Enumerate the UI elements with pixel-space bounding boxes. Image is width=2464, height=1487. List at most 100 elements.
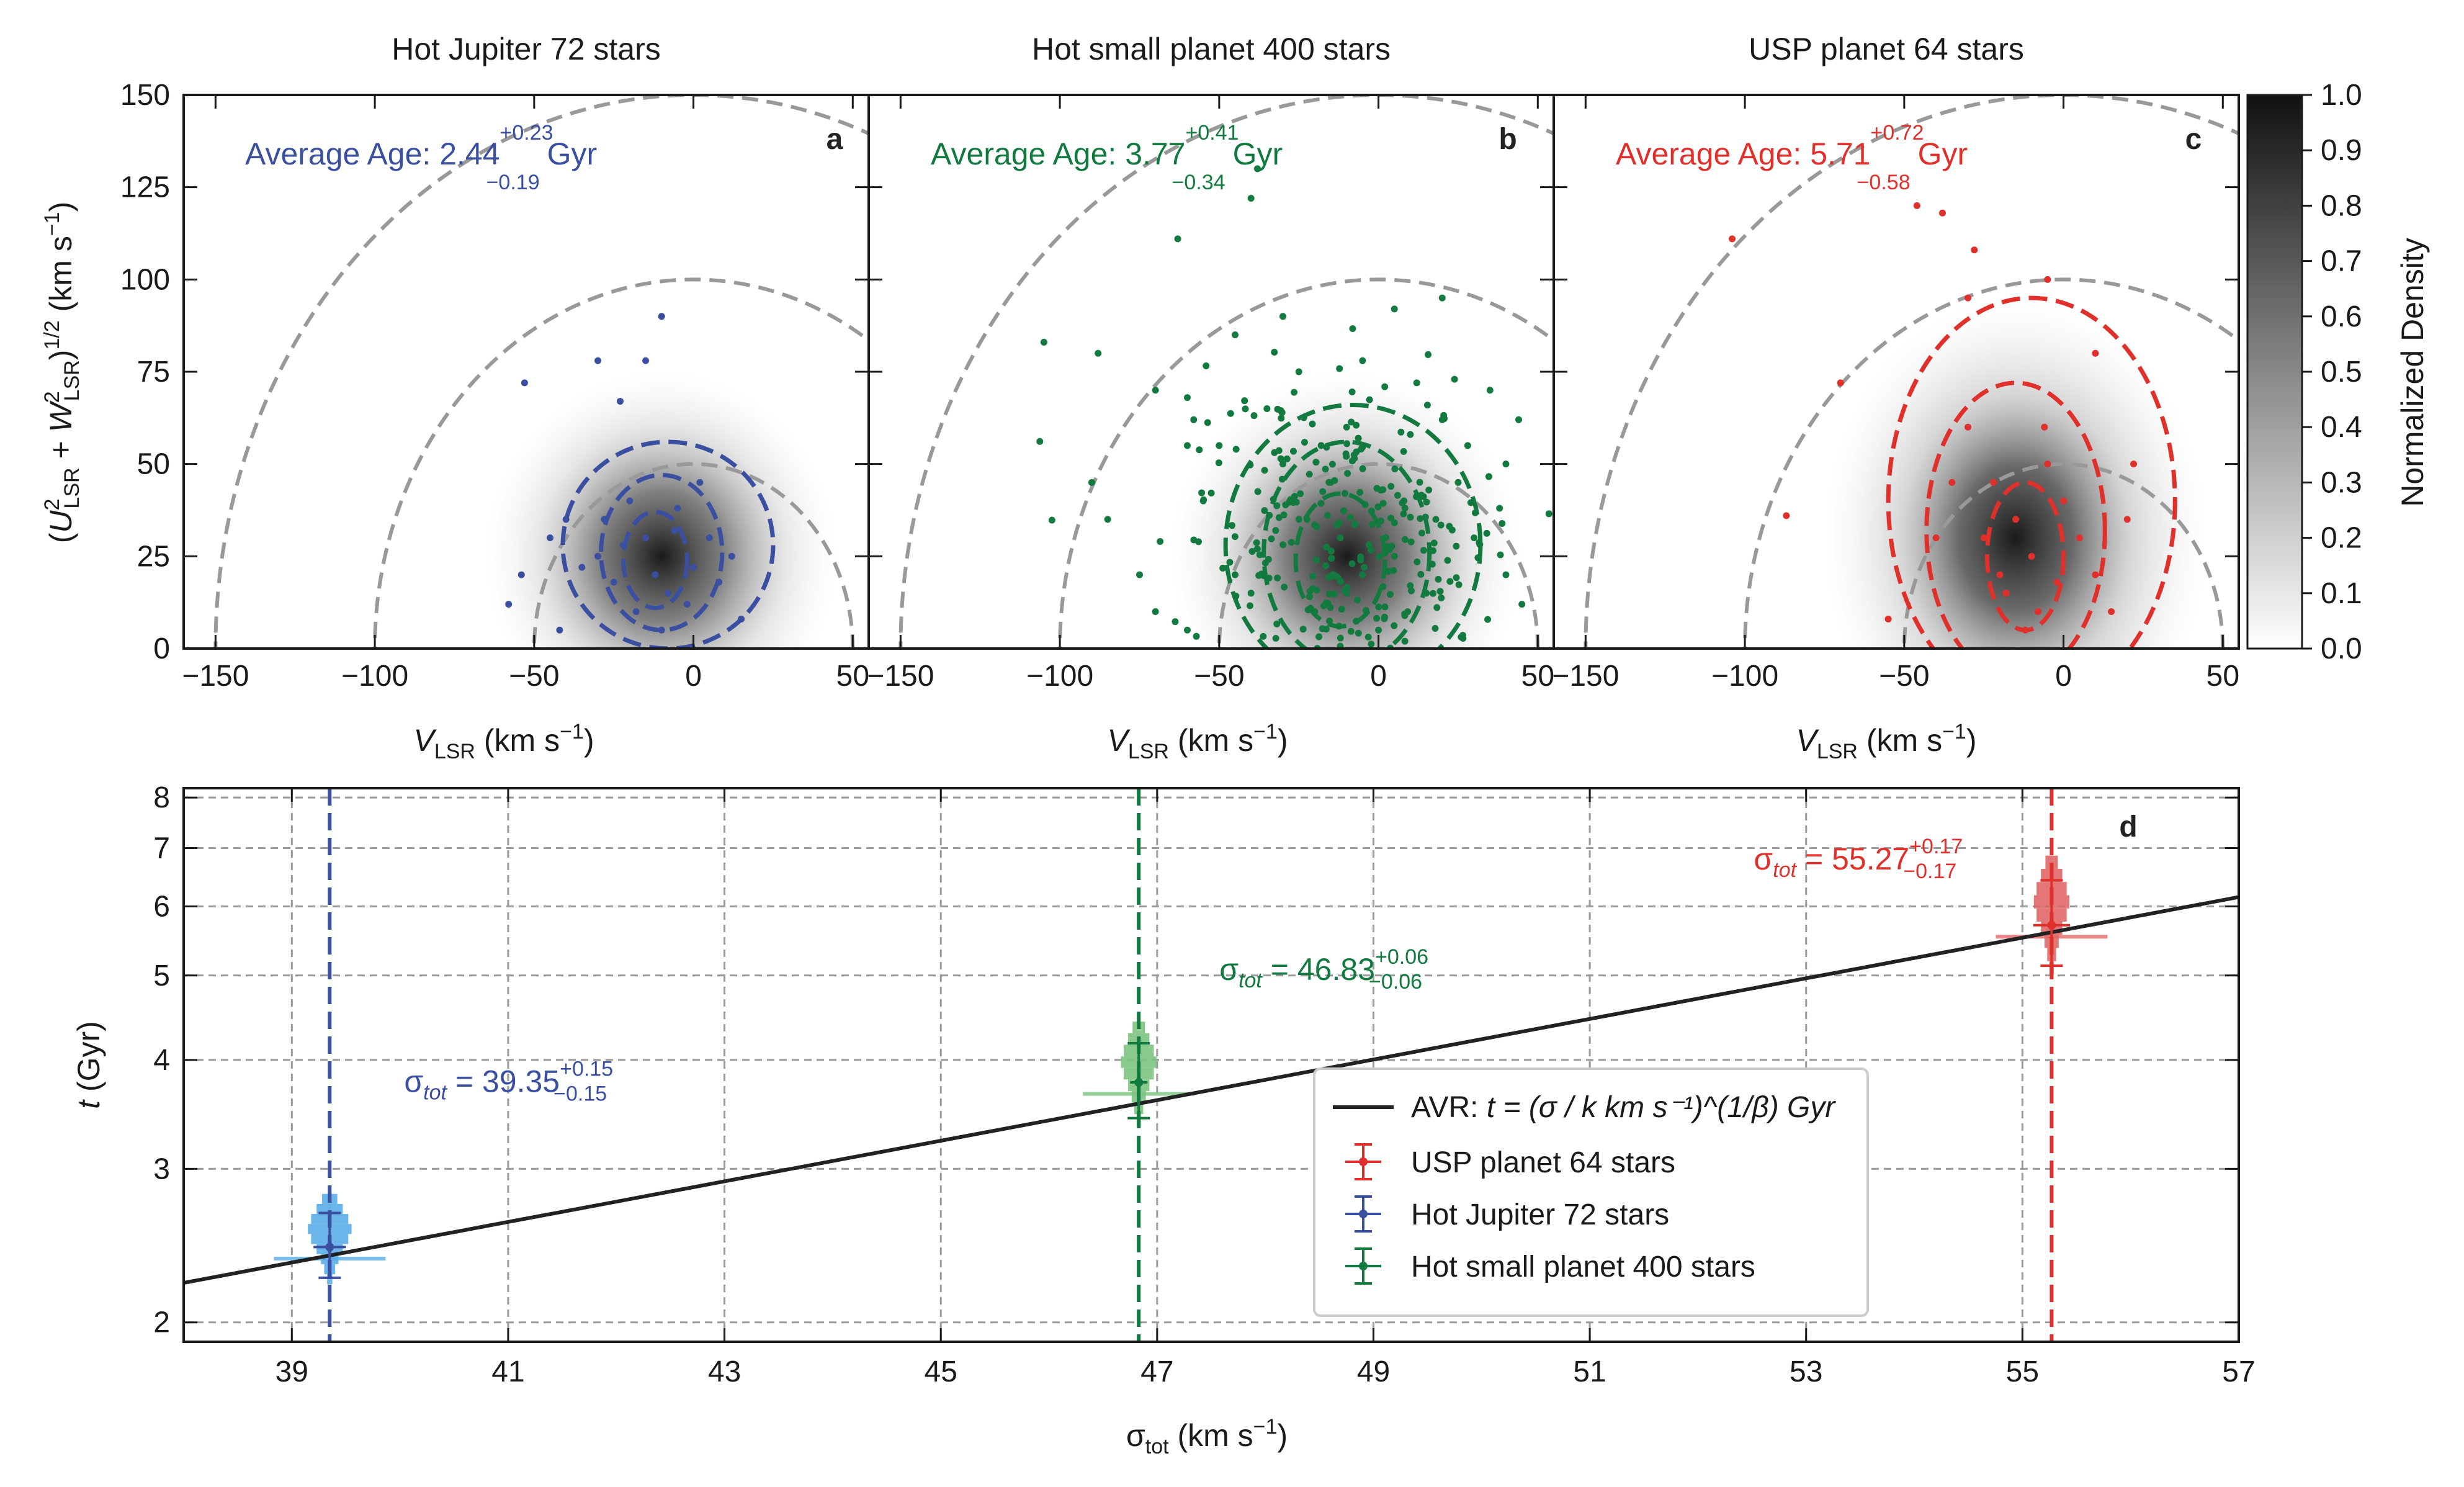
data-point — [1322, 465, 1329, 473]
data-point — [1401, 637, 1409, 645]
data-point — [1368, 521, 1376, 528]
data-point — [1437, 521, 1445, 529]
data-point — [1095, 349, 1102, 357]
density-blob — [486, 372, 837, 649]
data-point — [1381, 383, 1389, 390]
x-tick-label: 53 — [1790, 1355, 1822, 1388]
colorbar-tick-label: 0.3 — [2321, 466, 2362, 499]
data-point — [1152, 387, 1159, 394]
data-point — [1299, 626, 1307, 633]
data-point — [2035, 608, 2042, 616]
data-point — [1418, 529, 1426, 537]
x-tick-label: 50 — [2206, 660, 2239, 693]
data-point — [1486, 387, 1494, 394]
panel-c-xlabel: VLSR (km s−1) — [1796, 720, 1976, 763]
data-point — [1433, 604, 1441, 611]
data-point — [1281, 583, 1288, 591]
data-point — [1256, 551, 1263, 559]
sigma-subscript: tot — [423, 1080, 447, 1104]
y-tick-label: 4 — [153, 1044, 170, 1077]
y-tick-label: 6 — [153, 891, 170, 923]
x-tick-label: 57 — [2222, 1355, 2255, 1388]
panel-c-age-annotation: Average Age: 5.71+0.72 −0.58 Gyr — [1616, 121, 1968, 194]
x-tick-label: −50 — [509, 660, 559, 693]
data-point — [1172, 618, 1179, 626]
data-point — [1325, 590, 1333, 598]
data-point — [521, 379, 528, 387]
age-minus: −0.58 — [1857, 171, 1911, 194]
age-prefix: Average Age: — [245, 137, 439, 171]
sigma-minus: −0.15 — [553, 1082, 607, 1105]
colorbar-label: Normalized Density — [2395, 238, 2430, 506]
data-point — [1254, 488, 1261, 495]
panel-c-layer — [1584, 95, 2239, 649]
sigma-equals: = 46.83 — [1262, 952, 1375, 987]
x-tick-label: −100 — [1711, 660, 1778, 693]
data-point — [1343, 584, 1351, 591]
data-point — [2044, 460, 2051, 468]
data-point — [1196, 446, 1203, 454]
data-point — [1446, 578, 1454, 585]
panel-c-label: c — [2185, 123, 2202, 156]
data-point — [2002, 590, 2010, 597]
data-point — [1048, 516, 1055, 524]
y-tick-label: 150 — [120, 79, 170, 112]
reference-circle — [1743, 277, 2239, 649]
density-blob — [1824, 298, 2207, 649]
data-point — [1425, 351, 1432, 358]
data-point — [1394, 492, 1401, 499]
colorbar-tick-label: 0.1 — [2321, 577, 2362, 610]
data-point — [1289, 499, 1297, 506]
data-point — [1365, 541, 1373, 549]
x-tick-label: 43 — [708, 1355, 741, 1388]
data-point — [1322, 562, 1330, 570]
data-point — [1348, 389, 1356, 396]
data-point — [1391, 552, 1398, 560]
data-point — [1451, 375, 1458, 383]
colorbar-tick-label: 0.4 — [2321, 411, 2362, 444]
data-point — [517, 571, 525, 578]
data-point — [1454, 478, 1462, 486]
data-point — [1417, 571, 1425, 578]
data-point — [1432, 516, 1440, 523]
data-point — [1261, 507, 1268, 514]
data-point — [1229, 522, 1236, 529]
data-point — [1136, 571, 1143, 578]
data-point — [1324, 512, 1331, 519]
data-point — [1322, 600, 1330, 607]
data-point — [1306, 593, 1313, 601]
data-point — [1351, 520, 1359, 528]
data-point — [1248, 548, 1256, 555]
panel-d-xlabel: σtot (km s−1) — [1126, 1415, 1288, 1458]
age-value: 3.77 — [1125, 137, 1185, 171]
age-prefix: Average Age: — [931, 137, 1125, 171]
data-point — [1328, 555, 1335, 562]
data-point — [1253, 165, 1261, 173]
data-point — [1401, 536, 1409, 543]
data-point — [1253, 546, 1261, 553]
panel-a-age-annotation: Average Age: 2.44+0.23 −0.19 Gyr — [245, 121, 597, 194]
sigma-symbol: σ — [404, 1064, 423, 1098]
x-tick-label: 0 — [2055, 660, 2072, 693]
data-point — [1295, 368, 1302, 375]
data-point — [1459, 632, 1466, 639]
data-point — [1471, 534, 1478, 542]
data-point — [1335, 519, 1343, 526]
data-point — [1311, 521, 1319, 529]
colorbar-bar — [2246, 94, 2303, 650]
data-point — [1407, 587, 1415, 595]
data-point — [1325, 478, 1333, 486]
data-point — [1379, 486, 1387, 493]
data-point — [1278, 409, 1286, 416]
data-point — [1273, 502, 1281, 510]
sigma-plus: +0.15 — [560, 1057, 613, 1080]
x-tick-label: −100 — [341, 660, 408, 693]
data-point — [1420, 547, 1427, 554]
data-point — [2108, 608, 2115, 616]
data-point — [1323, 544, 1330, 551]
panel-a-plot — [213, 95, 869, 649]
